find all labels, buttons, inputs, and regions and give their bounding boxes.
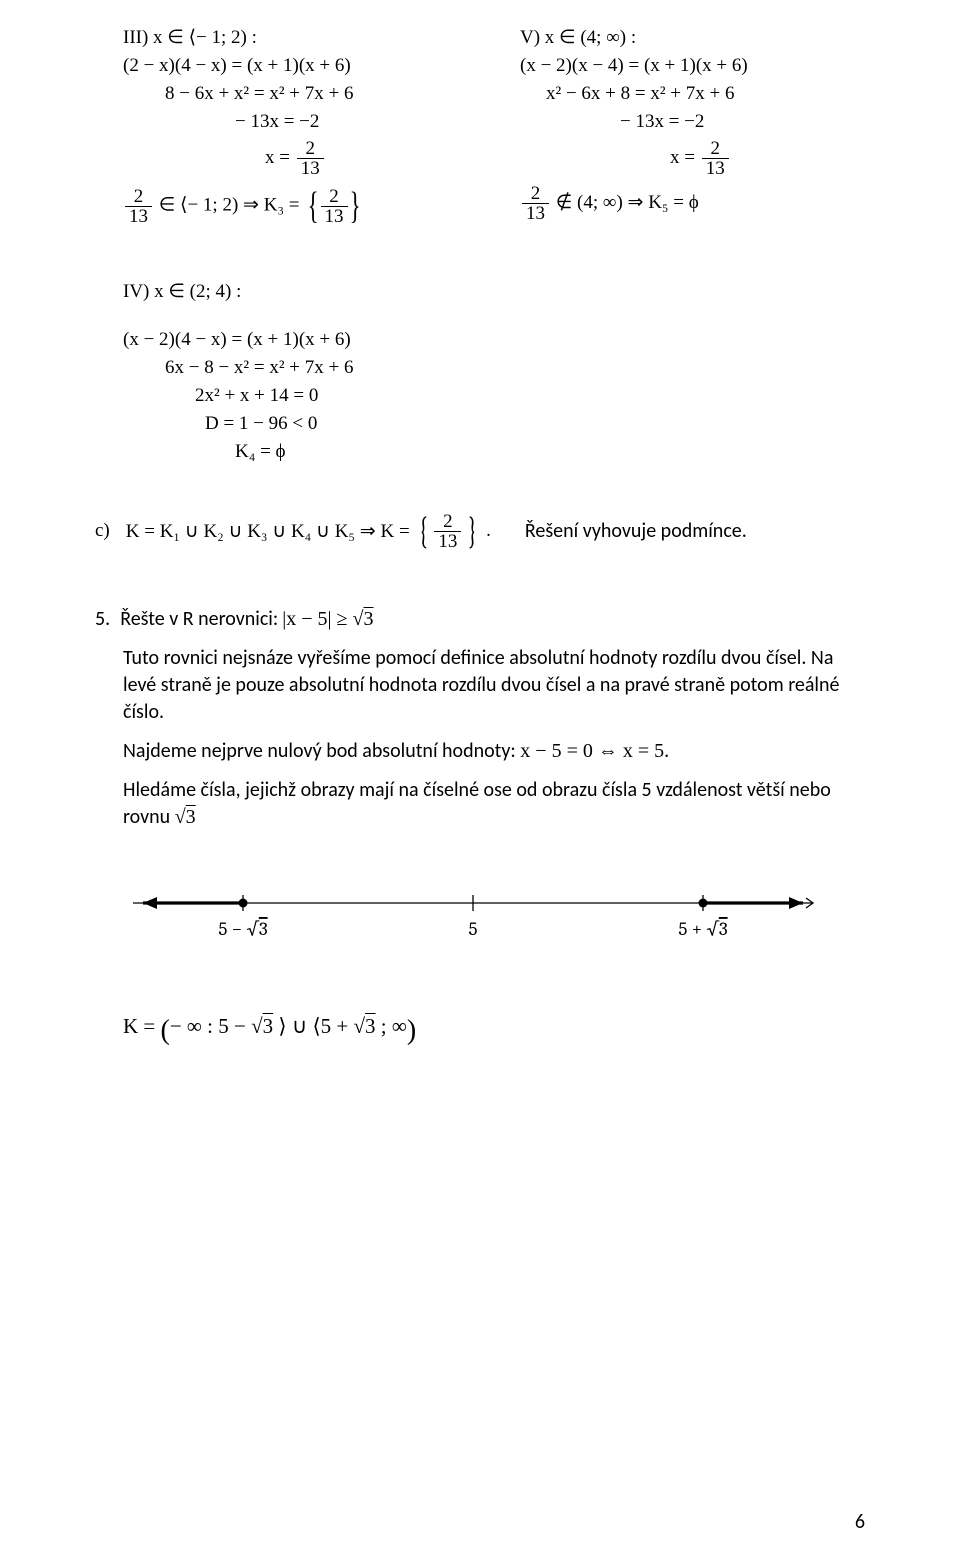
sec5-num: 5. — [95, 607, 110, 631]
col-iii: III) x ∈ ⟨− 1; 2) : (2 − x)(4 − x) = (x … — [95, 20, 440, 234]
sec5-header: 5. Řešte v R nerovnici: |x − 5| ≥ √3 — [95, 607, 865, 631]
sec-c-comment: Řešení vyhovuje podmínce. — [525, 519, 747, 543]
sec3-header: III) x ∈ ⟨− 1; 2) : — [123, 26, 440, 49]
sec3-last: 213 ∈ ⟨− 1; 2) ⇒ K₃ = {213} — [123, 184, 440, 228]
sec5-htext: Řešte v R nerovnici: — [120, 607, 278, 631]
sec-5: 5. Řešte v R nerovnici: |x − 5| ≥ √3 Tut… — [95, 607, 865, 1047]
svg-text:5 + √3: 5 + √3 — [678, 918, 727, 940]
sec4-l3: 2x² + x + 14 = 0 — [195, 385, 865, 407]
number-line-diagram: 5 − √3 5 5 + √3 — [123, 873, 823, 963]
svg-text:5: 5 — [468, 918, 477, 940]
col-v: V) x ∈ (4; ∞) : (x − 2)(x − 4) = (x + 1)… — [520, 20, 865, 234]
sec-c: c) K = K₁ ∪ K₂ ∪ K₃ ∪ K₄ ∪ K₅ ⇒ K = {213… — [95, 509, 865, 553]
sec3-l3: − 13x = −2 — [235, 111, 440, 133]
sec5-p3: Hledáme čísla, jejichž obrazy mají na čí… — [123, 777, 865, 831]
final-K: K = (− ∞ : 5 − √3 ⟩ ∪ ⟨5 + √3 ; ∞) — [123, 1014, 865, 1047]
sec3-xeq: x = 213 — [265, 139, 440, 178]
sec-iv: IV) x ∈ (2; 4) : (x − 2)(4 − x) = (x + 1… — [95, 280, 865, 463]
sec5-body: Tuto rovnici nejsnáze vyřešíme pomocí de… — [123, 645, 865, 831]
sec4-l2: 6x − 8 − x² = x² + 7x + 6 — [165, 357, 865, 379]
sec5-ineq: |x − 5| ≥ √3 — [282, 608, 373, 631]
sec3-l2: 8 − 6x + x² = x² + 7x + 6 — [165, 83, 440, 105]
sec5v-l3: − 13x = −2 — [620, 111, 865, 133]
sec5v-l1: (x − 2)(x − 4) = (x + 1)(x + 6) — [520, 55, 865, 77]
sec5-p1: Tuto rovnici nejsnáze vyřešíme pomocí de… — [123, 645, 865, 726]
page-number: 6 — [855, 1510, 865, 1534]
sec5v-l2: x² − 6x + 8 = x² + 7x + 6 — [546, 83, 865, 105]
sec5v-last: 213 ∉ (4; ∞) ⇒ K₅ = ϕ — [520, 184, 865, 223]
sec5v-xeq: x = 213 — [670, 139, 865, 178]
sec4-l4: D = 1 − 96 < 0 — [205, 413, 865, 435]
sec-c-label: c) — [95, 520, 110, 542]
row-iii-v: III) x ∈ ⟨− 1; 2) : (2 − x)(4 − x) = (x … — [95, 20, 865, 234]
sec3-l1: (2 − x)(4 − x) = (x + 1)(x + 6) — [123, 55, 440, 77]
sec-c-dot: . — [486, 520, 491, 542]
sec5-p2: Najdeme nejprve nulový bod absolutní hod… — [123, 738, 865, 765]
sec5v-header: V) x ∈ (4; ∞) : — [520, 26, 865, 49]
sec4-l5: K₄ = ϕ — [235, 441, 865, 463]
sec-c-lhs: K = K₁ ∪ K₂ ∪ K₃ ∪ K₄ ∪ K₅ ⇒ K = — [126, 520, 410, 543]
sec4-l1: (x − 2)(4 − x) = (x + 1)(x + 6) — [123, 329, 865, 351]
svg-text:5 − √3: 5 − √3 — [218, 918, 267, 940]
sec4-header: IV) x ∈ (2; 4) : — [123, 280, 865, 303]
